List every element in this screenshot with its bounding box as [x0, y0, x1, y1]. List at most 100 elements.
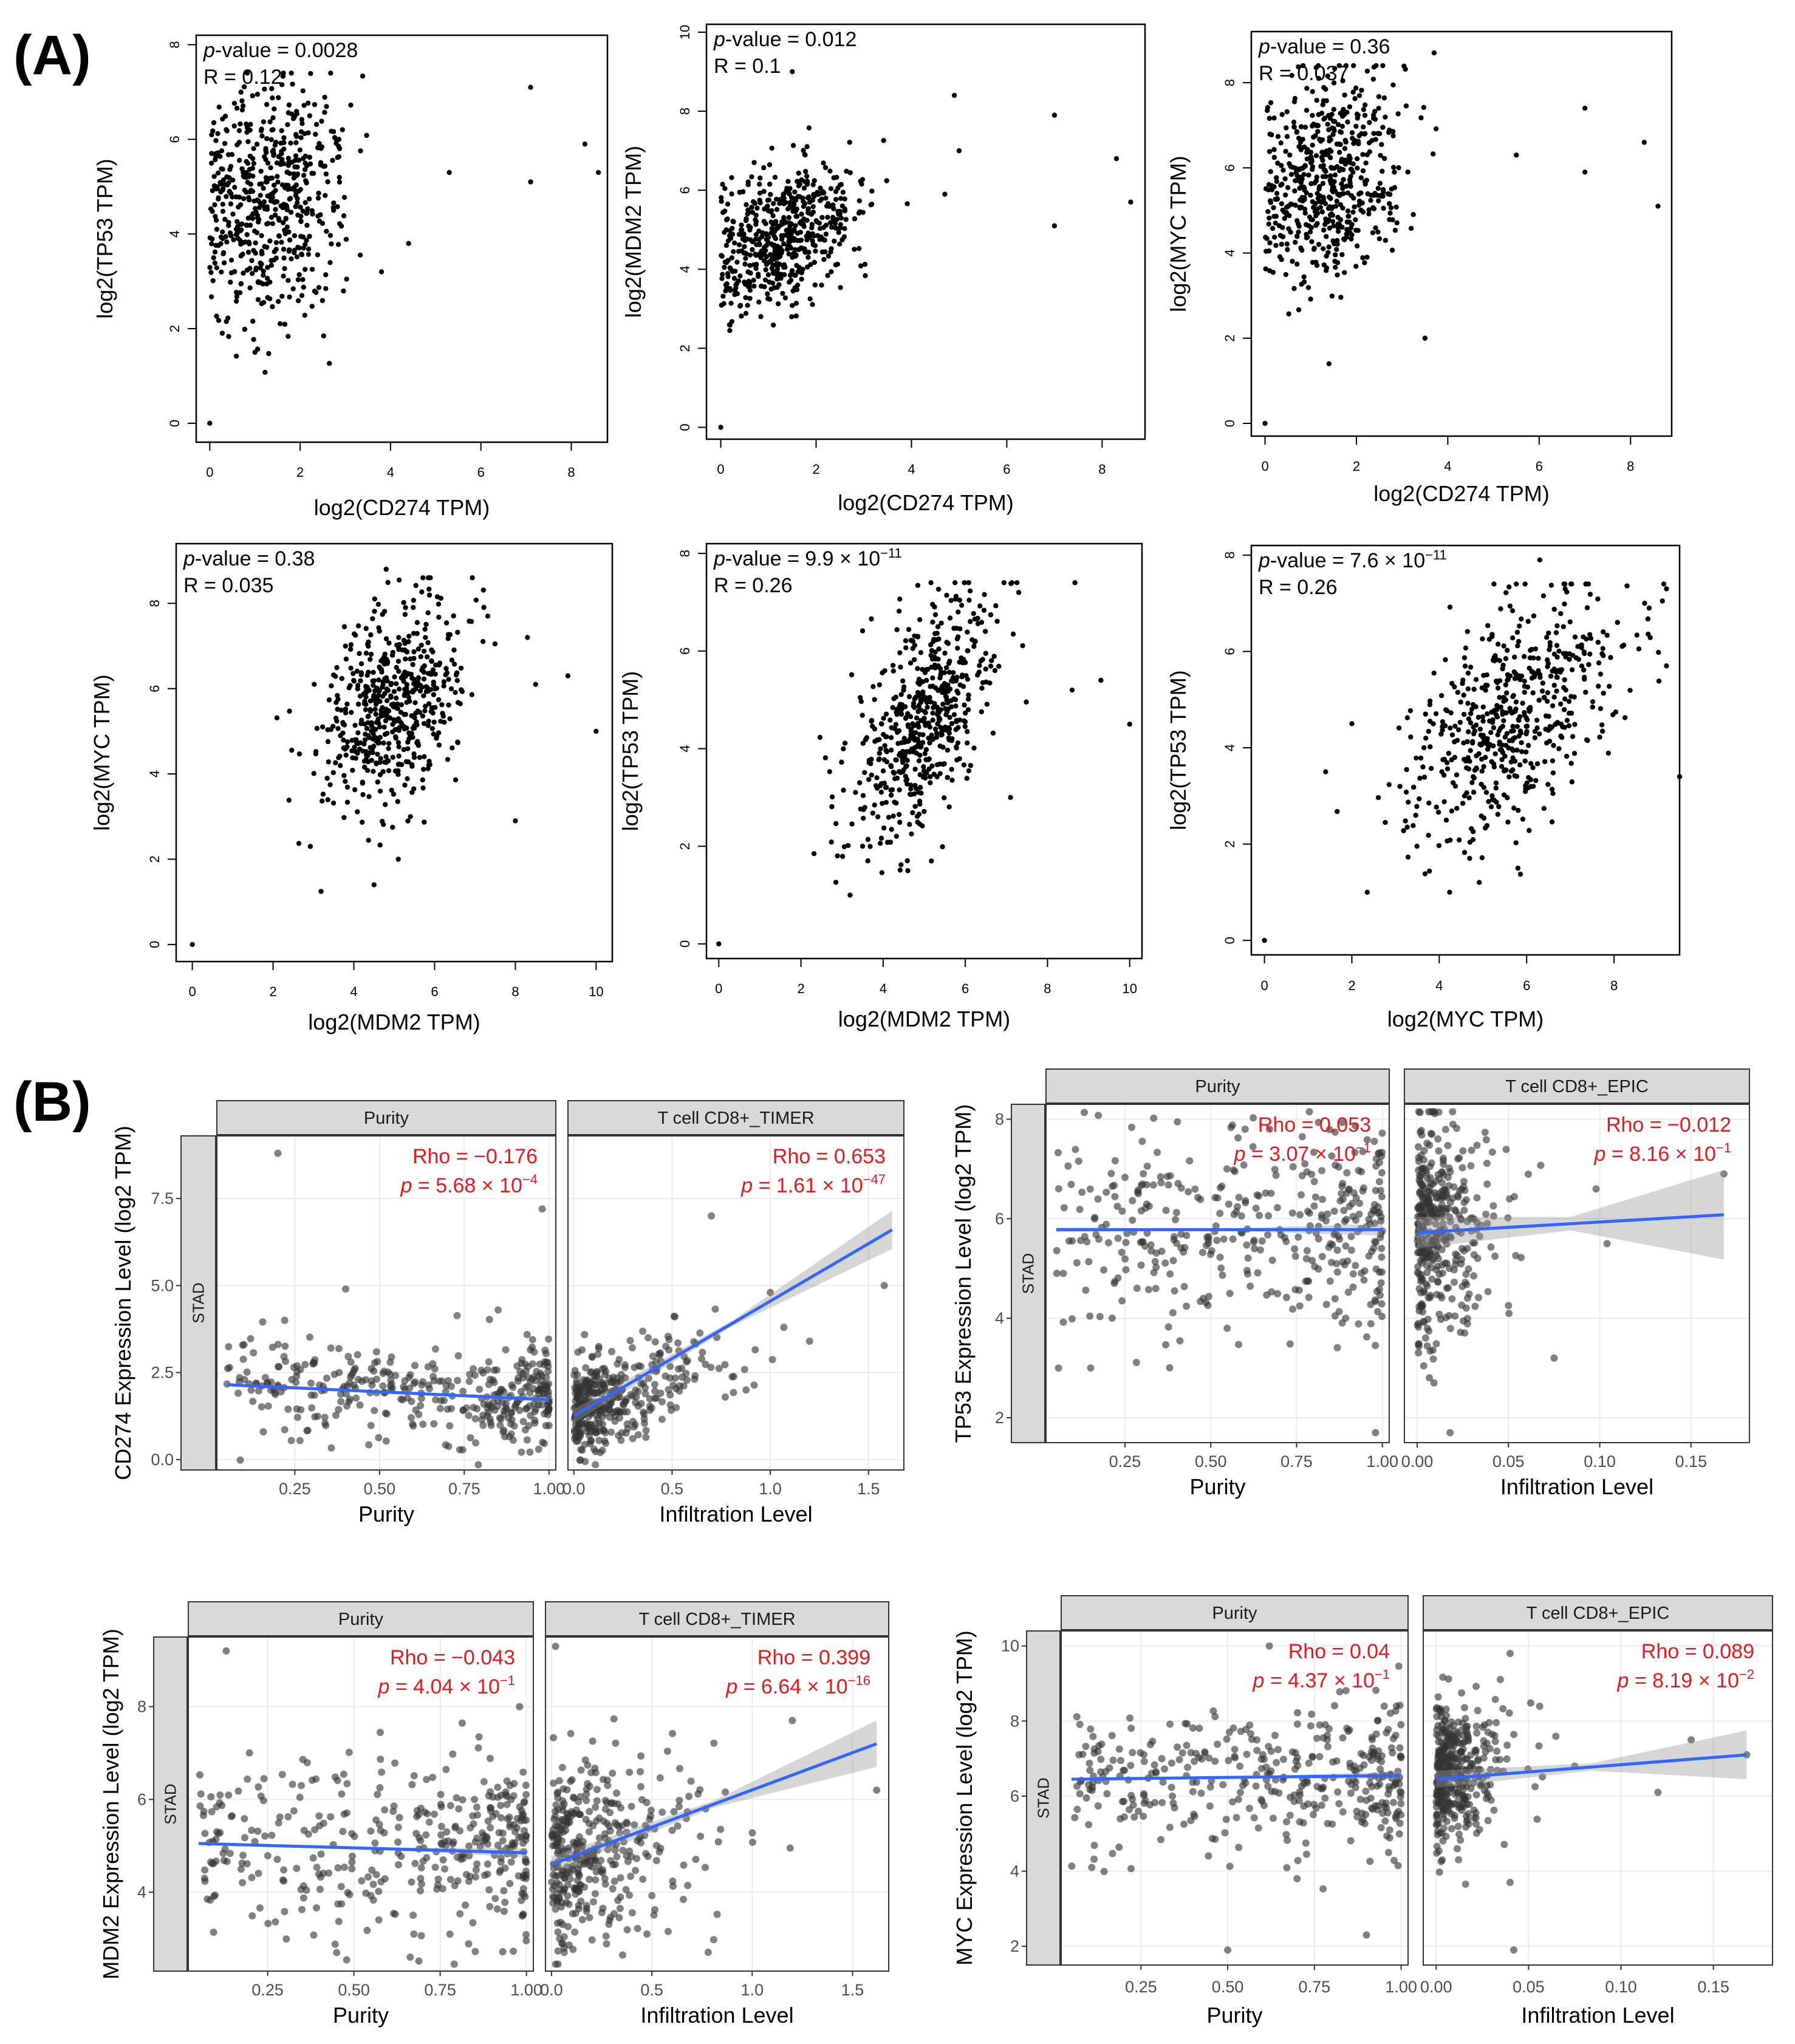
- data-point: [1503, 656, 1509, 661]
- data-point: [1427, 702, 1433, 708]
- data-point: [330, 672, 337, 678]
- data-point: [1378, 1268, 1386, 1276]
- data-point: [1283, 149, 1288, 154]
- data-point: [912, 705, 917, 710]
- data-point: [1198, 1248, 1206, 1256]
- data-point: [1297, 185, 1302, 191]
- data-point: [327, 233, 333, 238]
- data-point: [391, 791, 397, 797]
- data-point: [383, 718, 389, 723]
- data-point: [322, 109, 327, 115]
- data-point: [762, 284, 767, 290]
- data-point: [646, 1406, 654, 1414]
- data-point: [296, 751, 303, 757]
- data-point: [341, 624, 347, 629]
- data-point: [731, 219, 736, 225]
- data-point: [339, 675, 345, 682]
- data-point: [1440, 727, 1445, 733]
- data-point: [230, 211, 236, 217]
- data-point: [432, 686, 437, 692]
- data-point: [1543, 713, 1549, 719]
- data-point: [1321, 246, 1326, 251]
- points-group: [570, 1212, 888, 1469]
- data-point: [1294, 129, 1299, 135]
- data-point: [1473, 704, 1479, 709]
- data-point: [403, 605, 408, 610]
- data-point: [385, 579, 391, 586]
- data-point: [1408, 734, 1414, 740]
- data-point: [767, 279, 772, 285]
- data-point: [285, 333, 291, 339]
- data-point: [1235, 1194, 1243, 1201]
- data-point: [724, 284, 730, 290]
- data-point: [301, 103, 307, 108]
- data-point: [708, 1212, 716, 1220]
- data-point: [949, 778, 955, 783]
- data-point: [241, 196, 247, 202]
- data-point: [1471, 790, 1477, 795]
- data-point: [877, 737, 882, 742]
- x-tick-label: 4: [1444, 459, 1451, 474]
- data-point: [215, 131, 221, 137]
- y-axis-title: log2(MYC TPM): [1166, 156, 1191, 312]
- data-point: [1121, 1174, 1129, 1181]
- data-point: [930, 717, 935, 723]
- data-point: [1296, 1302, 1304, 1310]
- data-point: [289, 70, 294, 76]
- data-point: [1370, 112, 1376, 118]
- data-point: [306, 1333, 313, 1341]
- data-point: [527, 1346, 535, 1354]
- data-point: [575, 1386, 583, 1394]
- data-point: [210, 128, 216, 134]
- data-point: [1479, 855, 1485, 861]
- data-point: [731, 276, 737, 281]
- data-point: [389, 787, 394, 793]
- data-point: [318, 162, 324, 168]
- data-point: [325, 797, 330, 802]
- data-point: [272, 212, 278, 218]
- data-point: [1566, 699, 1572, 704]
- data-point: [788, 221, 795, 227]
- p-value-annotation: p = 3.07 × 10−1: [1234, 1140, 1372, 1166]
- data-point: [1334, 247, 1339, 252]
- data-point: [1513, 840, 1519, 846]
- data-point: [545, 1335, 553, 1343]
- p-value-annotation: p = 5.68 × 10−4: [400, 1172, 538, 1197]
- data-point: [240, 1341, 248, 1348]
- data-point: [402, 782, 408, 788]
- data-point: [1103, 1188, 1110, 1196]
- data-point: [952, 596, 959, 602]
- data-point: [1331, 1128, 1339, 1136]
- data-point: [417, 754, 423, 761]
- x-tick-label: 4: [880, 981, 887, 996]
- data-point: [213, 242, 219, 248]
- data-point: [608, 1348, 616, 1356]
- data-point: [756, 182, 762, 187]
- data-point: [1457, 837, 1462, 843]
- data-point: [1353, 264, 1359, 269]
- data-point: [813, 248, 818, 254]
- data-point: [641, 1390, 649, 1398]
- data-point: [1590, 699, 1596, 705]
- data-point: [794, 287, 800, 293]
- data-point: [1536, 655, 1541, 661]
- data-point: [1522, 581, 1528, 587]
- data-point: [753, 217, 758, 223]
- data-point: [419, 589, 425, 595]
- data-point: [1554, 674, 1559, 680]
- data-point: [269, 127, 275, 133]
- data-point: [634, 1387, 642, 1395]
- row-strip: [180, 1135, 216, 1471]
- data-point: [1549, 787, 1555, 792]
- data-point: [598, 1446, 606, 1454]
- data-point: [889, 747, 894, 753]
- facet-strip: [216, 1100, 556, 1135]
- data-point: [236, 128, 242, 134]
- data-point: [260, 281, 266, 287]
- p-symbol: p: [713, 28, 725, 51]
- data-point: [1615, 620, 1620, 625]
- data-point: [1646, 605, 1652, 611]
- data-point: [1567, 651, 1572, 657]
- data-point: [282, 230, 289, 236]
